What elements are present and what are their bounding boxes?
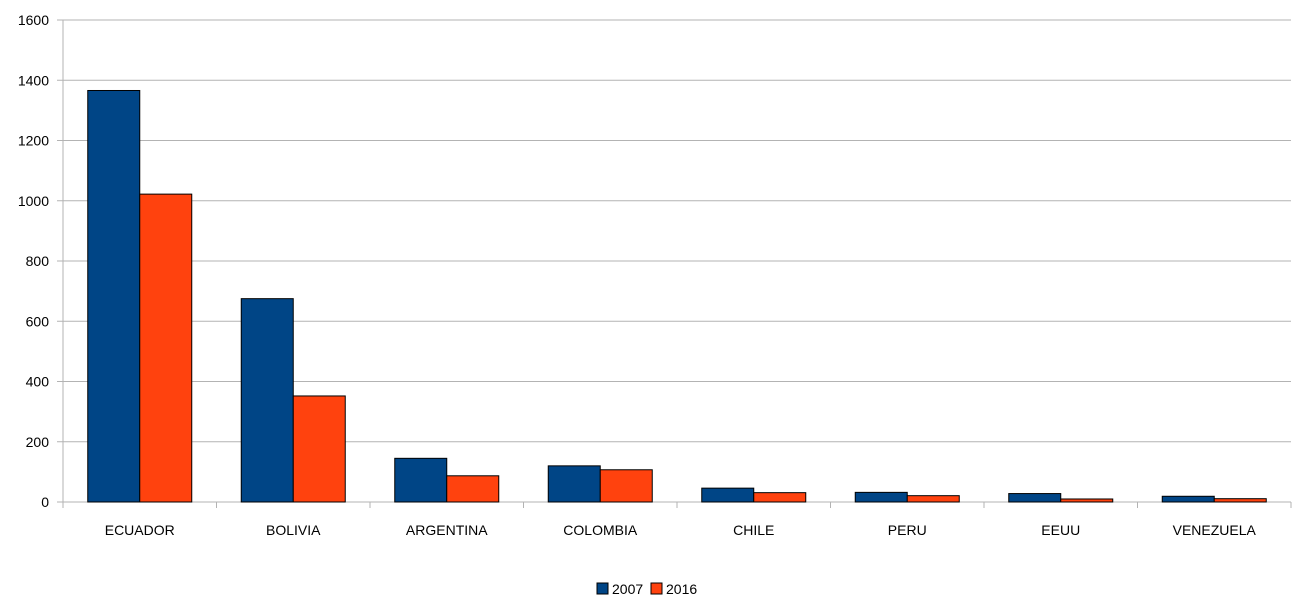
x-category-label: PERU — [888, 522, 927, 538]
legend-label: 2007 — [612, 581, 643, 597]
bar-2016-venezuela — [1213, 498, 1267, 503]
y-tick-label: 1200 — [18, 133, 49, 149]
bar-2016-argentina — [446, 475, 500, 503]
bar-2007-eeuu — [1008, 493, 1062, 503]
y-tick-label: 1600 — [18, 12, 49, 28]
bar-2016-peru — [906, 495, 960, 503]
bar-2016-colombia — [599, 469, 653, 503]
bar-2007-argentina — [394, 457, 448, 503]
bar-2007-ecuador — [87, 89, 141, 503]
y-tick-label: 800 — [26, 253, 50, 269]
bar-2007-bolivia — [240, 298, 294, 503]
bar-2007-colombia — [547, 465, 601, 503]
bar-2007-peru — [854, 491, 908, 503]
x-category-label: COLOMBIA — [563, 522, 638, 538]
y-axis-ticks: 0 200 400 600 800 1000 1200 1400 1600 — [18, 12, 49, 510]
y-tick-label: 400 — [26, 374, 50, 390]
y-tick-label: 600 — [26, 313, 50, 329]
x-category-label: CHILE — [733, 522, 774, 538]
legend: 2007 2016 — [596, 581, 697, 597]
x-category-label: EEUU — [1041, 522, 1080, 538]
y-tick-label: 0 — [41, 494, 49, 510]
bar-2016-ecuador — [139, 193, 193, 503]
legend-label: 2016 — [666, 581, 697, 597]
bar-2007-venezuela — [1161, 495, 1215, 503]
bar-2016-bolivia — [292, 395, 346, 503]
x-axis: ECUADOR BOLIVIA ARGENTINA COLOMBIA CHILE PERU… — [105, 502, 1292, 538]
legend-swatch-2007 — [596, 582, 609, 595]
x-category-label: ARGENTINA — [406, 522, 488, 538]
y-tick-label: 1400 — [18, 72, 49, 88]
x-category-label: ECUADOR — [105, 522, 175, 538]
y-tick-label: 1000 — [18, 193, 49, 209]
y-tick-label: 200 — [26, 434, 50, 450]
bar-2016-eeuu — [1060, 498, 1114, 503]
bar-2016-chile — [753, 492, 807, 503]
bars — [87, 89, 1267, 503]
x-category-label: VENEZUELA — [1173, 522, 1257, 538]
legend-swatch-2016 — [650, 582, 663, 595]
bar-2007-chile — [701, 487, 755, 503]
x-category-label: BOLIVIA — [266, 522, 321, 538]
